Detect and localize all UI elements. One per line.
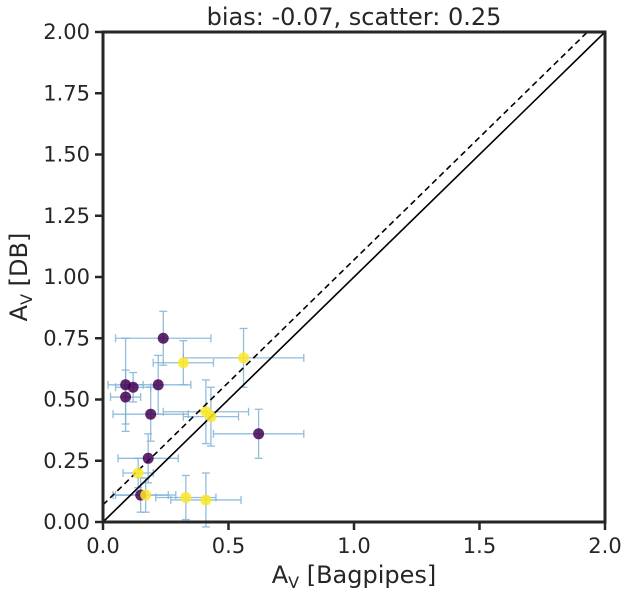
y-tick-label: 1.25 <box>43 204 90 228</box>
reference-lines <box>102 31 606 523</box>
y-tick-label: 0.75 <box>43 326 90 350</box>
y-tick-label: 0.00 <box>43 510 90 534</box>
data-point-2 <box>120 391 132 403</box>
y-tick-label: 0.25 <box>43 449 90 473</box>
data-point-8 <box>253 428 265 440</box>
data-point-16 <box>200 494 212 506</box>
data-point-10 <box>238 352 250 364</box>
y-tick-label: 2.00 <box>43 20 90 44</box>
data-point-5 <box>145 408 157 420</box>
data-point-6 <box>142 452 154 464</box>
x-tick-label: 0.5 <box>212 534 245 558</box>
data-point-3 <box>152 379 164 391</box>
data-point-15 <box>180 492 192 503</box>
data-point-14 <box>140 489 152 501</box>
data-point-9 <box>177 357 189 369</box>
y-axis-ticks: 0.00 0.25 0.50 0.75 1.00 1.25 1.50 1.75 2.00 <box>43 20 103 534</box>
y-axis-label: AV [DB] <box>5 233 36 322</box>
x-tick-label: 2.0 <box>588 534 621 558</box>
y-tick-label: 1.00 <box>43 265 90 289</box>
data-point-4 <box>157 332 169 344</box>
y-tick-label: 0.50 <box>43 388 90 412</box>
x-tick-label: 1.0 <box>337 534 370 558</box>
data-point-1 <box>127 381 139 393</box>
data-point-13 <box>132 467 144 479</box>
data-point-12 <box>205 411 217 423</box>
data-points <box>120 332 265 506</box>
y-tick-label: 1.50 <box>43 143 90 167</box>
dashed-offset-line <box>102 31 588 506</box>
y-tick-label: 1.75 <box>43 81 90 105</box>
x-axis-ticks: 0.0 0.5 1.0 1.5 2.0 <box>86 522 622 558</box>
one-to-one-line <box>102 31 606 523</box>
chart-title: bias: -0.07, scatter: 0.25 <box>207 3 502 31</box>
x-axis-label: AV [Bagpipes] <box>272 561 437 592</box>
x-tick-label: 1.5 <box>463 534 496 558</box>
x-tick-label: 0.0 <box>86 534 119 558</box>
